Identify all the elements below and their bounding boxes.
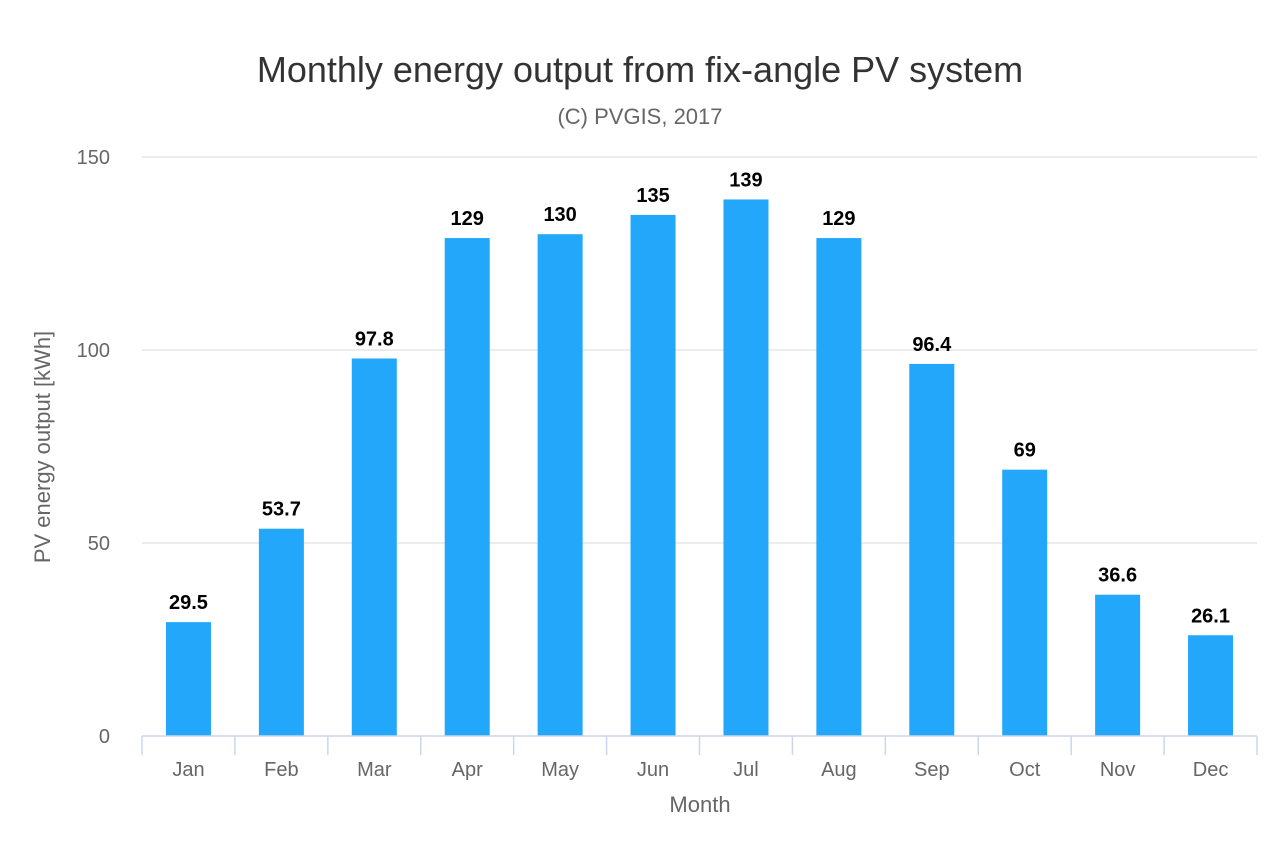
x-tick-label: Jan (172, 759, 204, 781)
x-tick-label: Jun (637, 759, 669, 781)
x-tick-label: Apr (452, 759, 483, 781)
data-labels: 29.5 53.7 97.8 129 130 135 139 129 96.4 69 36.6 26.… (169, 169, 1230, 627)
data-label: 53.7 (262, 499, 301, 521)
x-tick-label: Feb (264, 759, 298, 781)
x-tick-label: Aug (821, 759, 857, 781)
x-axis: Jan Feb Mar Apr May Jun Jul Aug Sep Oct Nov Dec (141, 735, 1258, 781)
data-label: 69 (1014, 440, 1036, 462)
bar-nov (1095, 594, 1141, 736)
gridlines (142, 156, 1257, 544)
bar-apr (444, 238, 490, 736)
data-label: 139 (729, 169, 762, 191)
x-axis-title: Month (669, 792, 730, 817)
y-tick-label: 0 (99, 726, 110, 748)
y-tick-label: 50 (88, 533, 110, 555)
bar-jul (723, 199, 769, 736)
chart-title: Monthly energy output from fix-angle PV … (257, 49, 1023, 90)
data-label: 26.1 (1191, 605, 1230, 627)
bar-mar (351, 358, 397, 736)
data-label: 129 (822, 208, 855, 230)
data-label: 29.5 (169, 592, 208, 614)
data-label: 97.8 (355, 328, 394, 350)
bar-sep (909, 363, 955, 736)
x-tick-label: Dec (1193, 759, 1229, 781)
bar-may (537, 234, 583, 736)
bars (165, 199, 1234, 736)
data-label: 129 (451, 208, 484, 230)
x-tick-label: Mar (357, 759, 392, 781)
data-label: 130 (543, 204, 576, 226)
x-tick-label: Jul (733, 759, 759, 781)
bar-aug (816, 238, 862, 736)
data-label: 36.6 (1098, 565, 1137, 587)
bar-jun (630, 214, 676, 736)
bar-feb (258, 528, 304, 736)
x-tick-label: May (541, 759, 579, 781)
bar-jan (165, 622, 211, 736)
y-axis: 0 50 100 150 (77, 147, 110, 748)
x-tick-label: Sep (914, 759, 950, 781)
data-label: 96.4 (912, 334, 952, 356)
x-tick-label: Nov (1100, 759, 1136, 781)
y-tick-label: 150 (77, 147, 110, 169)
y-tick-label: 100 (77, 340, 110, 362)
chart-subtitle: (C) PVGIS, 2017 (557, 104, 722, 129)
bar-dec (1188, 635, 1234, 736)
data-label: 135 (636, 185, 669, 207)
bar-oct (1002, 469, 1048, 736)
y-axis-title: PV energy output [kWh] (30, 331, 55, 563)
x-tick-label: Oct (1009, 759, 1041, 781)
